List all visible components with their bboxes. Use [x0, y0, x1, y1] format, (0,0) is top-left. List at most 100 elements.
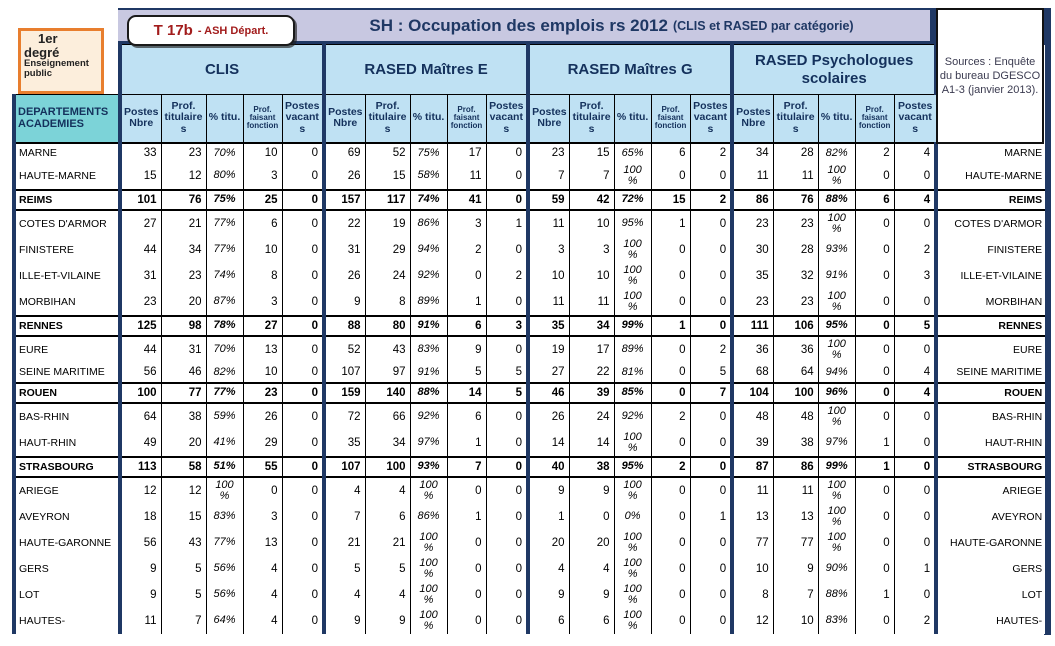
data-cell: 0	[689, 581, 733, 608]
data-cell: 0	[854, 262, 895, 289]
data-cell: 9	[118, 581, 162, 608]
data-cell: 0	[485, 529, 529, 556]
data-cell: 14	[526, 429, 570, 457]
data-cell: 33	[118, 142, 162, 163]
data-cell: 0	[485, 476, 529, 504]
data-cell: 0	[446, 581, 487, 608]
data-cell: 0	[893, 402, 937, 430]
data-cell: 10	[568, 209, 615, 237]
data-cell: 0	[689, 476, 733, 504]
data-cell: 10	[568, 262, 615, 289]
data-cell: 5	[364, 555, 411, 582]
data-cell: 5	[893, 314, 937, 337]
row-label-right: ARIEGE	[934, 476, 1045, 504]
data-cell: 56%	[205, 555, 244, 582]
data-cell: 0	[689, 402, 733, 430]
data-cell: 78%	[205, 314, 244, 337]
data-cell: 20	[568, 529, 615, 556]
data-cell: 27	[242, 314, 283, 337]
data-cell: 86	[772, 455, 819, 478]
data-cell: 0	[485, 607, 529, 634]
data-cell: 40	[526, 455, 570, 478]
badge-degre-line1: 1er	[38, 31, 58, 46]
data-cell: 11	[772, 162, 819, 190]
data-cell: 1	[446, 288, 487, 316]
data-cell: 0	[650, 335, 691, 363]
table-row: HAUTES- 11 7 64% 4 0 9 9 100 % 0 0 6 6 100 % 0 0 12 10 83%…	[12, 607, 1045, 634]
data-cell: 91%	[409, 362, 448, 383]
data-cell: 0	[689, 162, 733, 190]
data-cell: 26	[322, 162, 366, 190]
column-header: Postes vacants	[485, 94, 529, 144]
data-cell: 1	[446, 503, 487, 530]
data-cell: 58%	[409, 162, 448, 190]
data-cell: 69	[322, 142, 366, 163]
data-cell: 20	[160, 288, 207, 316]
data-cell: 9	[526, 581, 570, 608]
data-cell: 6	[446, 402, 487, 430]
row-label-right: GERS	[934, 555, 1045, 582]
data-cell: 27	[118, 209, 162, 237]
data-cell: 90%	[817, 555, 856, 582]
data-cell: 0	[893, 429, 937, 457]
data-cell: 25	[242, 188, 283, 211]
data-cell: 75%	[205, 188, 244, 211]
data-cell: 42	[568, 188, 615, 211]
data-cell: 88%	[409, 381, 448, 404]
sources-box: Sources : Enquête du bureau DGESCO A1-3 …	[936, 8, 1044, 144]
data-cell: 0	[568, 503, 615, 530]
row-label-right: FINISTERE	[934, 236, 1045, 263]
data-cell: 51%	[205, 455, 244, 478]
badge-degre-line2: degré	[24, 44, 60, 60]
data-cell: 92%	[613, 402, 652, 430]
data-cell: 23	[772, 288, 819, 316]
table-row: HAUT-RHIN 49 20 41% 29 0 35 34 97% 1 0 14 14 100 % 0 0 3…	[12, 429, 1045, 457]
row-label-right: REIMS	[934, 188, 1045, 211]
row-label-right: MORBIHAN	[934, 288, 1045, 316]
row-label: FINISTERE	[12, 236, 122, 263]
data-cell: 9	[322, 288, 366, 316]
data-cell: 30	[730, 236, 774, 263]
data-cell: 82%	[817, 142, 856, 163]
row-label-right: ILLE-ET-VILAINE	[934, 262, 1045, 289]
data-cell: 6	[526, 607, 570, 634]
data-cell: 11	[526, 288, 570, 316]
data-cell: 6	[650, 142, 691, 163]
data-cell: 11	[568, 288, 615, 316]
row-label: EURE	[12, 335, 122, 363]
data-cell: 140	[364, 381, 411, 404]
data-cell: 0	[281, 503, 325, 530]
data-cell: 85%	[613, 381, 652, 404]
data-cell: 2	[650, 455, 691, 478]
data-cell: 8	[364, 288, 411, 316]
data-cell: 44	[118, 236, 162, 263]
data-cell: 0	[650, 555, 691, 582]
row-label-right: EURE	[934, 335, 1045, 363]
row-label: HAUTES-	[12, 607, 122, 634]
data-cell: 12	[730, 607, 774, 634]
data-cell: 11	[772, 476, 819, 504]
data-cell: 100 %	[613, 476, 652, 504]
data-cell: 92%	[409, 262, 448, 289]
data-cell: 107	[322, 455, 366, 478]
data-cell: 7	[689, 381, 733, 404]
data-cell: 38	[568, 455, 615, 478]
data-cell: 55	[242, 455, 283, 478]
data-cell: 0	[650, 362, 691, 383]
data-cell: 0	[854, 476, 895, 504]
data-cell: 94%	[409, 236, 448, 263]
data-cell: 0	[485, 503, 529, 530]
data-cell: 91%	[409, 314, 448, 337]
data-cell: 0	[650, 262, 691, 289]
data-cell: 88%	[817, 581, 856, 608]
data-cell: 100 %	[817, 402, 856, 430]
row-label: COTES D'ARMOR	[12, 209, 122, 237]
column-header: Prof. faisant fonction	[650, 94, 691, 144]
data-cell: 4	[242, 607, 283, 634]
table-head: CLIS RASED Maîtres E RASED Maîtres G RASED …	[12, 44, 1045, 144]
data-cell: 86	[730, 188, 774, 211]
row-label: RENNES	[12, 314, 122, 337]
data-cell: 0	[854, 607, 895, 634]
data-cell: 43	[160, 529, 207, 556]
data-cell: 10	[526, 262, 570, 289]
